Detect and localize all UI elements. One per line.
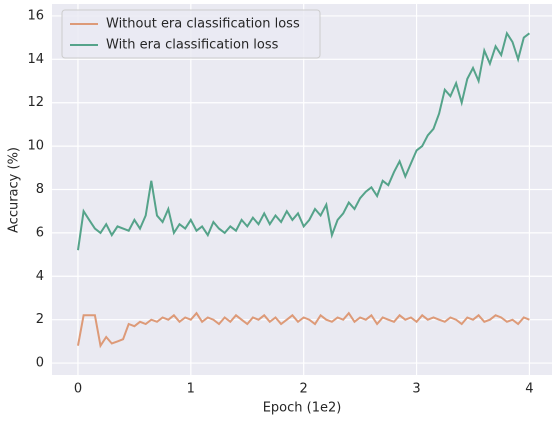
y-tick-label: 2 — [36, 312, 44, 327]
series-line — [77, 30, 531, 251]
series-line — [77, 311, 530, 349]
y-tick-label: 6 — [36, 225, 44, 240]
y-tick-label: 12 — [27, 95, 44, 110]
y-tick-label: 16 — [27, 8, 44, 23]
x-tick-label: 1 — [187, 382, 195, 397]
x-tick-label: 2 — [300, 382, 308, 397]
x-axis-label: Epoch (1e2) — [263, 401, 342, 416]
y-axis-label: Accuracy (%) — [7, 147, 22, 233]
legend-label: With era classification loss — [106, 38, 279, 53]
y-tick-label: 0 — [36, 356, 44, 371]
y-tick-label: 4 — [36, 269, 44, 284]
x-tick-label: 0 — [74, 382, 82, 397]
legend-label: Without era classification loss — [106, 17, 300, 32]
y-tick-label: 10 — [27, 139, 44, 154]
y-tick-label: 8 — [36, 182, 44, 197]
legend-box — [61, 9, 321, 59]
y-tick-label: 14 — [27, 52, 44, 67]
x-tick-label: 4 — [525, 382, 533, 397]
legend: Without era classification loss With era … — [61, 9, 321, 59]
x-tick-label: 3 — [412, 382, 420, 397]
